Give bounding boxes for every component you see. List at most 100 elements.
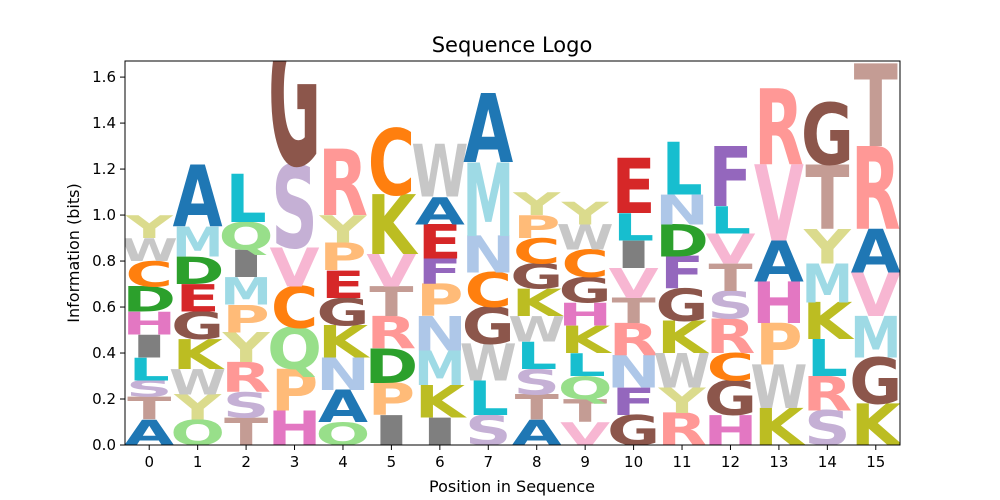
letter-S-pos-8: S: [513, 363, 560, 403]
chart-title: Sequence Logo: [432, 33, 593, 57]
letter-Q-pos-9: Q: [558, 370, 613, 407]
letter-S-pos-0: S: [126, 377, 173, 403]
y-tick-label: 1.2: [92, 160, 116, 178]
letter-I-pos-5: I: [370, 407, 413, 455]
letter-E-pos-4: E: [321, 264, 365, 308]
letter-C-pos-5: C: [368, 110, 415, 216]
letter-T-pos-15: T: [854, 40, 898, 173]
letter-D-pos-0: D: [122, 280, 176, 320]
letter-I-pos-2: I: [224, 243, 267, 287]
letter-T-pos-14: T: [805, 148, 849, 251]
letter-Y-pos-8: Y: [512, 186, 562, 223]
x-tick-label: 14: [818, 453, 837, 471]
y-tick-label: 0.2: [92, 390, 116, 408]
letter-V-pos-5: V: [366, 246, 416, 297]
x-tick-label: 13: [769, 453, 788, 471]
x-tick-label: 10: [624, 453, 643, 471]
letter-G-pos-14: G: [801, 86, 854, 185]
letter-L-pos-14: L: [807, 329, 848, 388]
letter-D-pos-5: D: [365, 339, 419, 394]
letter-F-pos-11: F: [660, 249, 704, 300]
letter-P-pos-8: P: [513, 209, 560, 246]
letter-G-pos-10: G: [607, 407, 660, 455]
letter-Y-pos-11: Y: [657, 381, 707, 421]
letter-M-pos-2: M: [220, 270, 271, 314]
letter-N-pos-4: N: [316, 350, 370, 401]
letter-S-pos-7: S: [465, 407, 512, 455]
letter-K-pos-8: K: [512, 282, 564, 326]
letter-G-pos-12: G: [704, 372, 757, 427]
letter-L-pos-12: L: [710, 199, 751, 243]
letter-H-pos-0: H: [122, 305, 176, 342]
letter-Y-pos-2: Y: [222, 324, 271, 372]
letter-W-pos-1: W: [169, 363, 226, 403]
letter-Q-pos-4: Q: [316, 416, 371, 453]
letter-W-pos-11: W: [654, 344, 711, 399]
y-tick-label: 1.4: [92, 114, 116, 132]
letter-R-pos-2: R: [221, 354, 271, 402]
letter-T-pos-2: T: [224, 411, 268, 455]
x-tick-label: 12: [721, 453, 740, 471]
x-tick-label: 15: [866, 453, 885, 471]
x-axis-label: Position in Sequence: [429, 477, 595, 496]
axes: 0.00.20.40.60.81.01.21.41.60 1 2 3 4 5 6 7 8 9 10 1…: [92, 60, 901, 471]
letter-G-pos-1: G: [171, 305, 224, 349]
letter-H-pos-12: H: [703, 407, 757, 455]
letter-C-pos-7: C: [465, 264, 512, 319]
x-tick-label: 4: [338, 453, 348, 471]
y-tick-label: 0.8: [92, 252, 116, 270]
letter-R-pos-4: R: [318, 131, 368, 237]
letter-T-pos-0: T: [127, 391, 171, 428]
letter-V-pos-9: V: [560, 416, 611, 453]
letter-W-pos-7: W: [460, 335, 517, 393]
x-tick-label: 0: [144, 453, 154, 471]
letter-F-pos-10: F: [612, 381, 656, 425]
letter-C-pos-9: C: [561, 243, 608, 287]
letter-L-pos-11: L: [661, 128, 702, 212]
letter-A-pos-0: A: [124, 414, 174, 454]
letter-V-pos-13: V: [754, 145, 804, 265]
letter-N-pos-11: N: [655, 186, 709, 234]
letter-T-pos-9: T: [563, 393, 607, 430]
letter-W-pos-6: W: [411, 130, 468, 214]
letter-K-pos-9: K: [560, 319, 612, 363]
letter-R-pos-5: R: [367, 309, 417, 360]
plot-frame: [124, 60, 901, 446]
letter-T-pos-5: T: [369, 278, 413, 326]
letter-N-pos-7: N: [461, 226, 515, 285]
logo-letters: ATSLIHDCWYQYWKGEDMATSRYPMIQLHPQCVSGQANKG…: [121, 40, 903, 459]
letter-K-pos-15: K: [851, 394, 903, 459]
letter-W-pos-0: W: [121, 232, 178, 269]
letter-T-pos-8: T: [515, 388, 560, 428]
letter-P-pos-4: P: [319, 236, 366, 280]
letter-Y-pos-1: Y: [173, 388, 223, 428]
letter-S-pos-14: S: [804, 402, 851, 457]
letter-K-pos-14: K: [802, 292, 854, 351]
letter-V-pos-3: V: [270, 237, 320, 299]
x-tick-label: 11: [672, 453, 691, 471]
y-tick-label: 0.6: [92, 298, 116, 316]
letter-Y-pos-14: Y: [803, 220, 852, 275]
letter-C-pos-3: C: [271, 276, 318, 341]
letter-R-pos-12: R: [706, 310, 756, 365]
letter-Q-pos-1: Q: [170, 414, 225, 454]
letter-K-pos-4: K: [318, 318, 371, 369]
letter-G-pos-8: G: [510, 257, 563, 297]
letter-M-pos-15: M: [850, 305, 901, 371]
letter-M-pos-1: M: [172, 219, 223, 266]
letter-G-pos-4: G: [316, 291, 369, 335]
letter-P-pos-2: P: [222, 298, 269, 342]
letter-W-pos-8: W: [508, 310, 565, 350]
letter-G-pos-15: G: [849, 346, 902, 419]
letter-R-pos-13: R: [754, 70, 804, 190]
letter-L-pos-0: L: [129, 351, 170, 388]
x-tick-label: 2: [241, 453, 251, 471]
letter-L-pos-10: L: [613, 206, 654, 250]
x-tick-label: 6: [435, 453, 445, 471]
letter-D-pos-1: D: [171, 250, 225, 294]
letter-A-pos-6: A: [415, 190, 465, 234]
letter-F-pos-6: F: [418, 253, 462, 293]
letter-I-pos-10: I: [612, 233, 655, 277]
letter-R-pos-14: R: [802, 367, 852, 422]
letter-G-pos-7: G: [462, 297, 515, 356]
